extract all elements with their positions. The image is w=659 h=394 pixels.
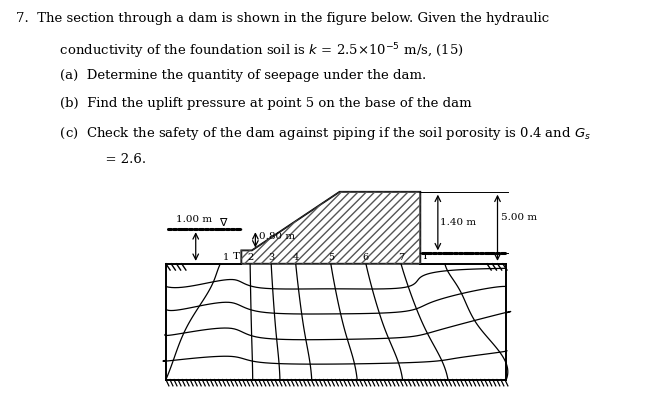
Text: 0.80 m: 0.80 m (259, 232, 295, 241)
Text: 5.00 m: 5.00 m (501, 213, 537, 222)
Text: (b)  Find the uplift pressure at point 5 on the base of the dam: (b) Find the uplift pressure at point 5 … (43, 97, 471, 110)
Text: 5: 5 (328, 253, 334, 262)
Text: conductivity of the foundation soil is $k$ = 2.5×10$^{-5}$ m/s, (15): conductivity of the foundation soil is $… (43, 42, 464, 61)
Text: = 2.6.: = 2.6. (63, 152, 146, 165)
Text: 7.  The section through a dam is shown in the figure below. Given the hydraulic: 7. The section through a dam is shown in… (16, 12, 550, 25)
Text: $\nabla$: $\nabla$ (219, 216, 229, 228)
Text: T: T (422, 252, 429, 261)
Text: 1.40 m: 1.40 m (440, 218, 476, 227)
Text: (a)  Determine the quantity of seepage under the dam.: (a) Determine the quantity of seepage un… (43, 69, 426, 82)
Text: T: T (233, 252, 240, 261)
Text: 2: 2 (247, 253, 253, 262)
Text: 4: 4 (293, 253, 299, 262)
Polygon shape (241, 192, 420, 264)
Text: 6: 6 (363, 253, 369, 262)
Text: 1.00 m: 1.00 m (176, 215, 212, 224)
Text: 1: 1 (223, 253, 229, 262)
Text: 7: 7 (398, 253, 404, 262)
Text: 3: 3 (268, 253, 274, 262)
Text: (c)  Check the safety of the dam against piping if the soil porosity is 0.4 and : (c) Check the safety of the dam against … (43, 125, 590, 142)
